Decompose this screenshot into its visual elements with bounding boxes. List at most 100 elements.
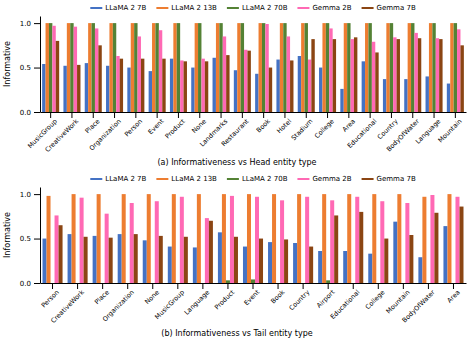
bar: [450, 23, 453, 112]
tick-label: Person: [40, 288, 61, 309]
bar: [401, 283, 405, 284]
bar: [159, 30, 162, 112]
legend-swatch: [156, 178, 168, 180]
bars: [43, 194, 464, 283]
bar: [222, 194, 226, 283]
x-tick: Organization: [101, 283, 136, 323]
bar: [347, 194, 351, 283]
tick-label: Educational: [329, 288, 362, 321]
tick-label: BodyOfWater: [385, 117, 421, 153]
legend: LLaMA 2 7B LLaMA 2 13B LLaMA 2 70B Gemma 2B…: [90, 4, 416, 12]
bar: [418, 257, 422, 283]
tick-mark: [242, 112, 243, 118]
tick-mark: [34, 112, 40, 113]
x-tick: Person: [123, 112, 144, 138]
bar: [362, 61, 365, 112]
bar: [56, 41, 59, 112]
tick-mark: [284, 112, 285, 118]
legend-item: Gemma 7B: [362, 4, 416, 12]
bar: [118, 234, 122, 283]
tick-mark: [202, 283, 203, 289]
bar: [297, 194, 301, 283]
tick-mark: [102, 283, 103, 289]
bar: [333, 39, 336, 112]
x-tick: CreativeWork: [44, 112, 81, 154]
legend-item: Gemma 2B: [297, 4, 351, 12]
bars: [42, 23, 464, 112]
bar: [334, 215, 338, 283]
bar: [287, 36, 290, 112]
legend-label: Gemma 7B: [377, 4, 416, 12]
bar: [272, 194, 276, 283]
tick-mark: [177, 283, 178, 289]
bar: [52, 26, 55, 112]
bar: [113, 23, 116, 112]
bar: [155, 201, 159, 283]
bar: [259, 239, 263, 283]
tick-label: Restaurant: [220, 117, 251, 148]
tick-mark: [50, 112, 51, 118]
tick-mark: [453, 283, 454, 289]
bar: [429, 23, 432, 112]
tick-mark: [227, 283, 228, 289]
tick-label: Event: [147, 117, 166, 136]
bar: [301, 23, 304, 112]
bar: [426, 283, 430, 284]
tick-mark: [71, 112, 72, 118]
bar: [269, 68, 272, 112]
bar: [259, 23, 262, 112]
tick-mark: [412, 112, 413, 118]
tick-label: Area: [341, 117, 357, 133]
bar: [386, 23, 389, 112]
bar: [365, 23, 368, 112]
tick-label: BodyOfWater: [401, 288, 437, 324]
bar-series: [47, 194, 452, 283]
tick-mark: [370, 112, 371, 118]
legend-label: LLaMA 2 7B: [105, 4, 146, 12]
x-tick: None: [143, 283, 161, 306]
tick-label: Educational: [346, 117, 379, 150]
tick-mark: [428, 283, 429, 289]
legend-label: LLaMA 2 13B: [171, 4, 217, 12]
bar: [88, 23, 91, 112]
x-tick: Language: [183, 283, 211, 317]
x-tick: Mountain: [437, 112, 464, 144]
bar: [243, 247, 247, 283]
bar: [209, 221, 213, 283]
bar: [318, 251, 322, 283]
bar: [80, 198, 84, 283]
bar: [143, 240, 147, 283]
tick-label: Area: [445, 288, 461, 304]
legend-label: LLaMA 2 70B: [242, 4, 288, 12]
x-tick: Airport: [315, 283, 337, 310]
bar: [43, 239, 47, 283]
x-tick: Stadium: [290, 112, 315, 142]
bar: [276, 60, 279, 112]
bar: [408, 23, 411, 112]
legend-swatch: [362, 7, 374, 9]
bar: [384, 239, 388, 283]
bar: [159, 236, 163, 283]
bar: [105, 214, 109, 283]
legend-swatch: [156, 7, 168, 9]
tick-mark: [157, 112, 158, 118]
bar: [106, 66, 109, 112]
tick-label: 0.0: [20, 109, 31, 117]
tick-mark: [303, 283, 304, 289]
bar: [330, 200, 334, 283]
x-axis: PersonCreativeWorkPlaceOrganizationNoneM…: [40, 283, 467, 325]
bar: [141, 59, 144, 112]
bar: [68, 234, 72, 283]
bar: [298, 56, 301, 112]
bar: [459, 207, 463, 283]
legend-label: LLaMA 2 7B: [105, 175, 146, 183]
legend-item: LLaMA 2 13B: [156, 175, 217, 183]
x-tick: Hotel: [275, 112, 293, 135]
x-tick: Book: [255, 112, 272, 134]
legend-item: Gemma 7B: [362, 175, 416, 183]
bar: [109, 238, 113, 283]
bar-series: [56, 37, 464, 112]
tick-mark: [378, 283, 379, 289]
tick-label: CreativeWork: [44, 117, 81, 154]
bar: [205, 218, 209, 283]
